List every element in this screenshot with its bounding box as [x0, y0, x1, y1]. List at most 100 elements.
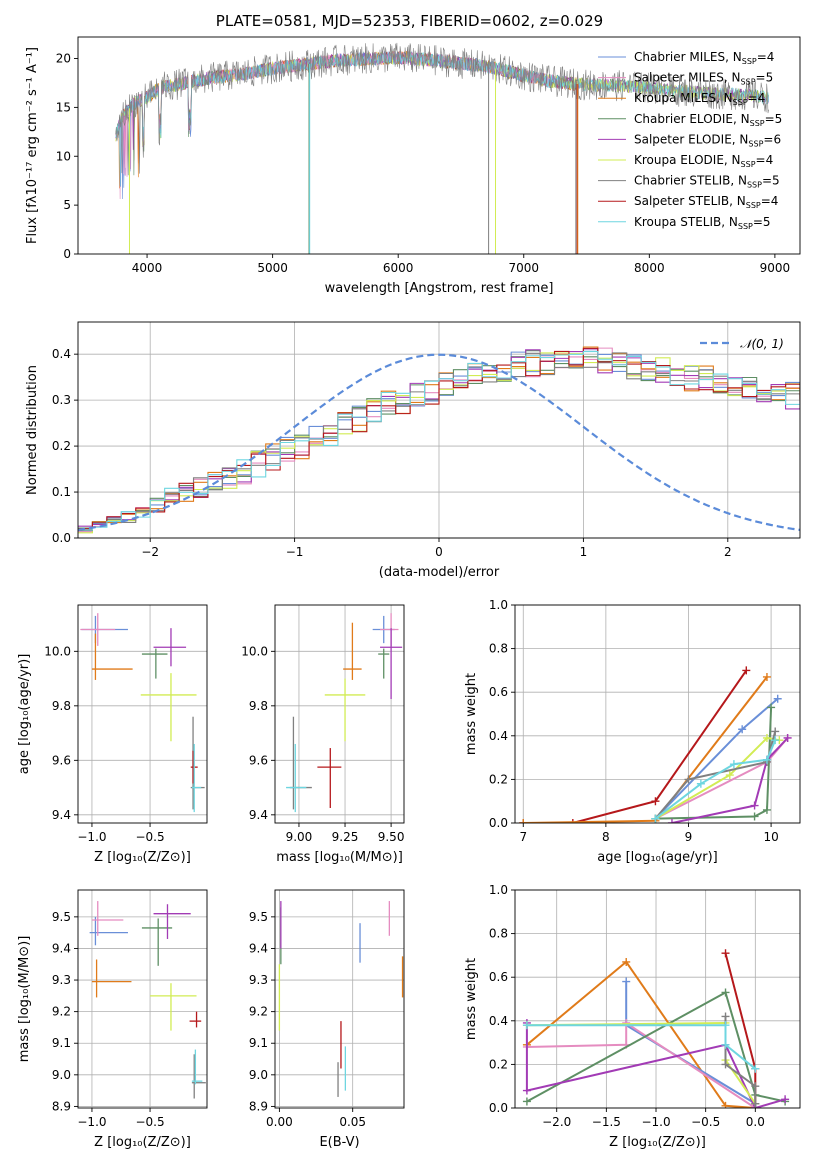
- series-line: [115, 42, 769, 174]
- series-line: [654, 731, 777, 820]
- data-point: [522, 1021, 531, 1030]
- x-tick-label: 8: [602, 830, 610, 844]
- legend-label: Chabrier STELIB, NSSP=5: [634, 174, 780, 190]
- legend-label: Chabrier MILES, NSSP=4: [634, 50, 774, 66]
- x-tick-label: 9: [685, 830, 693, 844]
- axes-frame: [77, 36, 801, 255]
- y-tick-label: 1.0: [489, 883, 508, 897]
- y-tick-label: 0.0: [52, 531, 71, 545]
- y-tick-label: 9.5: [249, 910, 268, 924]
- legend-label: Kroupa STELIB, NSSP=5: [634, 215, 771, 231]
- data-point: [750, 812, 759, 821]
- legend-tail: =5: [756, 71, 774, 85]
- legend-label: Kroupa MILES, NSSP=4: [634, 91, 765, 107]
- y-tick-label: 10: [56, 149, 71, 163]
- y-axis-label: Flux [fλ10⁻¹⁷ erg cm⁻² s⁻¹ A⁻¹]: [25, 47, 40, 244]
- chart-age-vs-Z: −1.0 −0.5 9.4 9.6 9.8 10.0 Z [log₁₀(Z/Z⊙)] age …: [17, 604, 208, 865]
- y-tick-label: 9.8: [249, 699, 268, 713]
- legend-sub: SSP: [733, 98, 748, 107]
- x-tick-label: 8000: [634, 261, 665, 275]
- legend-tail: =6: [763, 132, 781, 146]
- data-point: [684, 775, 693, 784]
- y-tick-label: 0.8: [489, 927, 508, 941]
- data-point: [721, 1021, 730, 1030]
- x-axis-label: wavelength [Angstrom, rest frame]: [325, 281, 554, 296]
- data-point: [762, 755, 771, 764]
- x-axis-label: age [log₁₀(age/yr)]: [597, 850, 718, 865]
- y-tick-label: 9.4: [52, 941, 71, 955]
- x-tick-label: 0.05: [339, 1115, 366, 1129]
- series-line: [523, 669, 748, 823]
- series-line: [654, 736, 780, 820]
- legend-sub: SSP: [741, 160, 756, 169]
- data-point: [773, 694, 782, 703]
- series-line: [526, 1021, 756, 1108]
- y-tick-label: 0.2: [489, 772, 508, 786]
- x-tick-label: −1.5: [592, 1115, 621, 1129]
- y-tick-label: 9.1: [249, 1036, 268, 1050]
- y-tick-label: 9.2: [52, 1005, 71, 1019]
- data-point: [751, 1082, 760, 1091]
- y-tick-label: 8.9: [52, 1099, 71, 1113]
- x-axis-label: Z [log₁₀(Z/Z⊙)]: [94, 850, 191, 865]
- x-axis-label: Z [log₁₀(Z/Z⊙)]: [94, 1135, 191, 1150]
- data-point: [742, 666, 751, 675]
- data-point: [738, 725, 747, 734]
- x-tick-label: −2.0: [542, 1115, 571, 1129]
- x-tick-label: 9.50: [378, 830, 405, 844]
- series-line: [526, 991, 786, 1103]
- chart-mass-weight-vs-age: 7 8 9 10 0.0 0.2 0.4 0.6 0.8 1.0 age [log₁₀(age/yr…: [464, 598, 801, 865]
- series-line: [654, 697, 779, 820]
- x-tick-label: 6000: [383, 261, 414, 275]
- data-point: [721, 1060, 730, 1069]
- legend-tail: =5: [762, 174, 780, 188]
- x-tick-label: −0.5: [135, 830, 164, 844]
- data-point: [751, 1099, 760, 1108]
- data-point: [725, 771, 734, 780]
- x-tick-label: 5000: [257, 261, 288, 275]
- y-tick-label: 0.2: [52, 439, 71, 453]
- data-point: [721, 949, 730, 958]
- legend-label: Salpeter ELODIE, NSSP=6: [634, 132, 781, 148]
- y-tick-label: 0.1: [52, 485, 71, 499]
- data-point: [667, 819, 676, 823]
- data-point: [767, 703, 776, 712]
- legend-tail: =5: [753, 215, 771, 229]
- data-point: [651, 814, 660, 823]
- series-line: [625, 981, 757, 1108]
- y-tick-label: 9.2: [249, 1005, 268, 1019]
- y-tick-label: 0.0: [489, 1101, 508, 1115]
- x-tick-label: −1.0: [641, 1115, 670, 1129]
- x-tick-label: 0.0: [746, 1115, 765, 1129]
- data-point: [721, 988, 730, 997]
- series-line: [523, 676, 768, 823]
- histogram-step: [78, 347, 800, 530]
- x-tick-label: 7: [519, 830, 527, 844]
- legend-label: Salpeter STELIB, NSSP=4: [634, 194, 778, 210]
- legend-tail: =4: [757, 50, 775, 64]
- y-tick-label: 9.1: [52, 1036, 71, 1050]
- data-point: [622, 957, 631, 966]
- x-tick-label: −1.0: [77, 830, 106, 844]
- axes-frame: [274, 604, 405, 824]
- data-point: [781, 1095, 790, 1104]
- legend-label: 𝒩(0, 1): [740, 337, 784, 351]
- y-tick-label: 0.4: [52, 347, 71, 361]
- legend-tail: =4: [756, 153, 774, 167]
- y-tick-label: 9.0: [249, 1068, 268, 1082]
- plot-area: [286, 613, 403, 813]
- data-point: [721, 1101, 730, 1108]
- x-tick-label: −0.5: [691, 1115, 720, 1129]
- x-tick-label: 10: [763, 830, 778, 844]
- legend-tail: =5: [765, 112, 783, 126]
- legend-sub: SSP: [747, 181, 762, 190]
- y-axis-label: Normed distribution: [25, 365, 40, 495]
- data-point: [762, 733, 771, 742]
- x-axis-label: mass [log₁₀(M/M⊙)]: [276, 850, 403, 865]
- y-tick-label: 9.8: [52, 699, 71, 713]
- legend-label: Kroupa ELODIE, NSSP=4: [634, 153, 773, 169]
- legend-label: Chabrier ELODIE, NSSP=5: [634, 112, 782, 128]
- data-point: [622, 977, 631, 986]
- y-tick-label: 9.6: [249, 753, 268, 767]
